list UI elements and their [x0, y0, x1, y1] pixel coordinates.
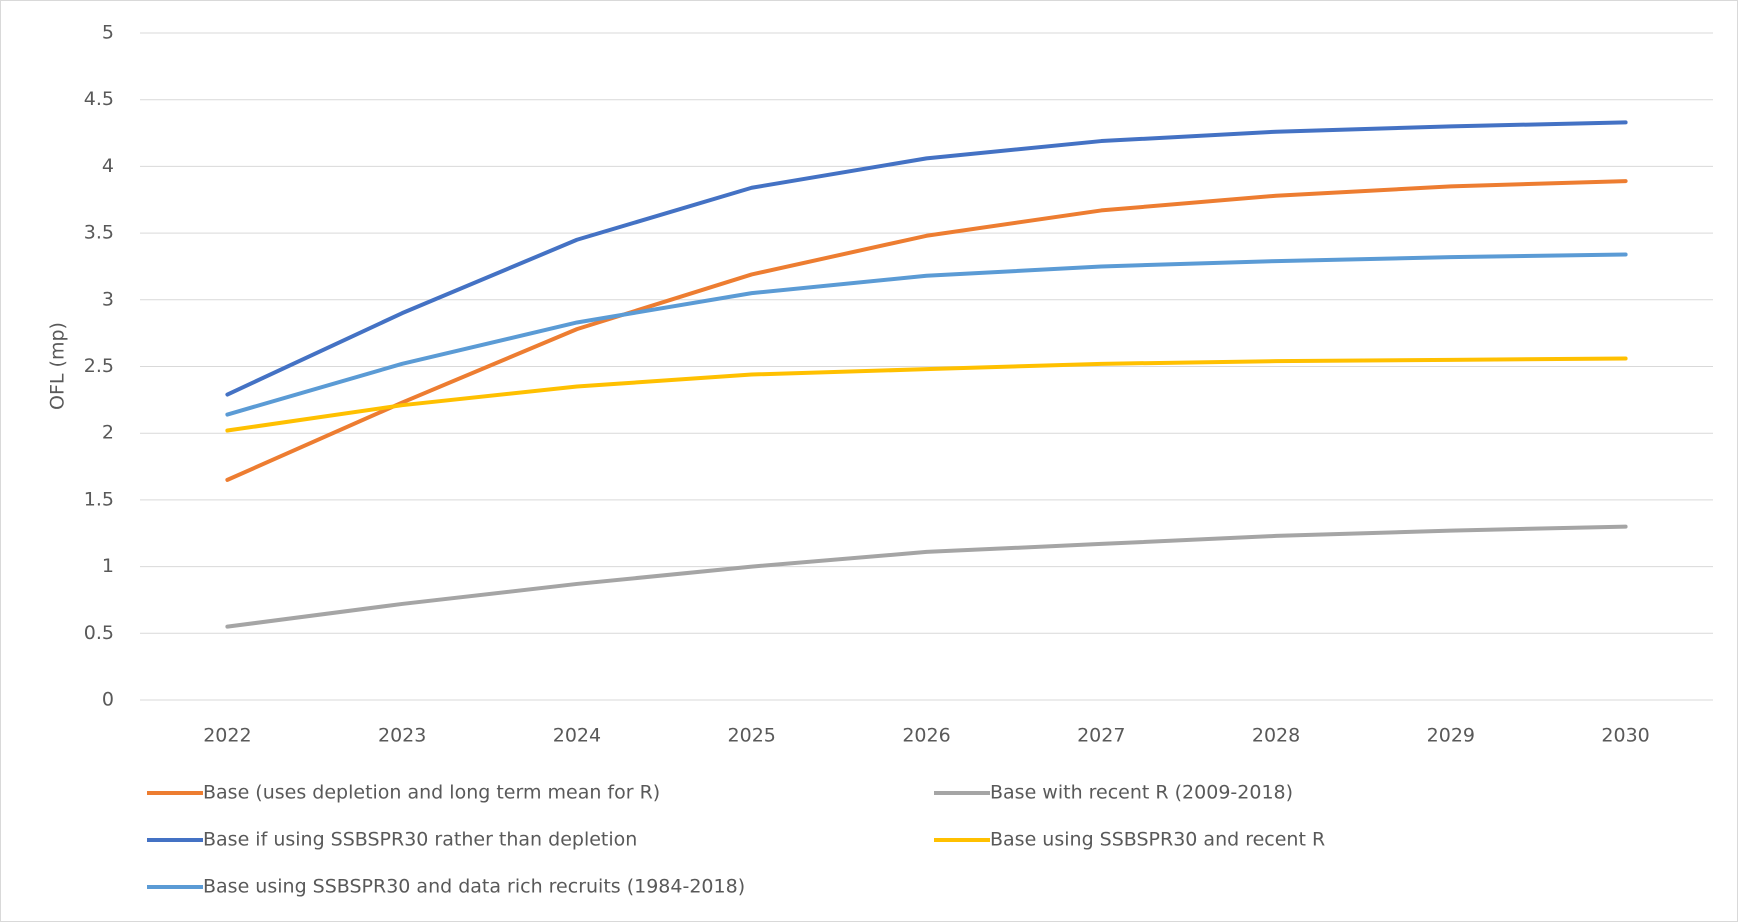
x-tick-label: 2027: [1077, 725, 1125, 747]
y-tick-label: 2.5: [84, 355, 114, 377]
legend-label: Base with recent R (2009-2018): [990, 782, 1293, 804]
x-tick-label: 2023: [378, 725, 426, 747]
legend-label: Base if using SSBSPR30 rather than deple…: [203, 829, 637, 851]
x-tick-label: 2024: [553, 725, 601, 747]
legend-label: Base using SSBSPR30 and recent R: [990, 829, 1325, 851]
series-line: [225, 179, 1628, 482]
x-tick-label: 2022: [203, 725, 251, 747]
y-tick-label: 4.5: [84, 88, 114, 110]
x-tick-label: 2029: [1427, 725, 1475, 747]
y-tick-label: 3.5: [84, 222, 114, 244]
x-tick-label: 2030: [1601, 725, 1649, 747]
series-line: [225, 524, 1628, 629]
x-tick-label: 2025: [728, 725, 776, 747]
y-axis-label: OFL (mp): [47, 322, 69, 410]
series-line: [225, 120, 1628, 397]
y-tick-label: 2: [102, 422, 114, 444]
x-tick-label: 2028: [1252, 725, 1300, 747]
series-line: [225, 356, 1628, 433]
y-tick-label: 3: [102, 288, 114, 310]
y-tick-label: 1: [102, 555, 114, 577]
series-line: [225, 252, 1628, 417]
y-tick-label: 0.5: [84, 622, 114, 644]
legend-label: Base (uses depletion and long term mean …: [203, 782, 660, 804]
y-tick-label: 4: [102, 155, 114, 177]
x-tick-label: 2026: [902, 725, 950, 747]
y-tick-label: 1.5: [84, 488, 114, 510]
legend-label: Base using SSBSPR30 and data rich recrui…: [203, 876, 745, 898]
y-tick-label: 0: [102, 689, 114, 711]
y-tick-label: 5: [102, 22, 114, 44]
